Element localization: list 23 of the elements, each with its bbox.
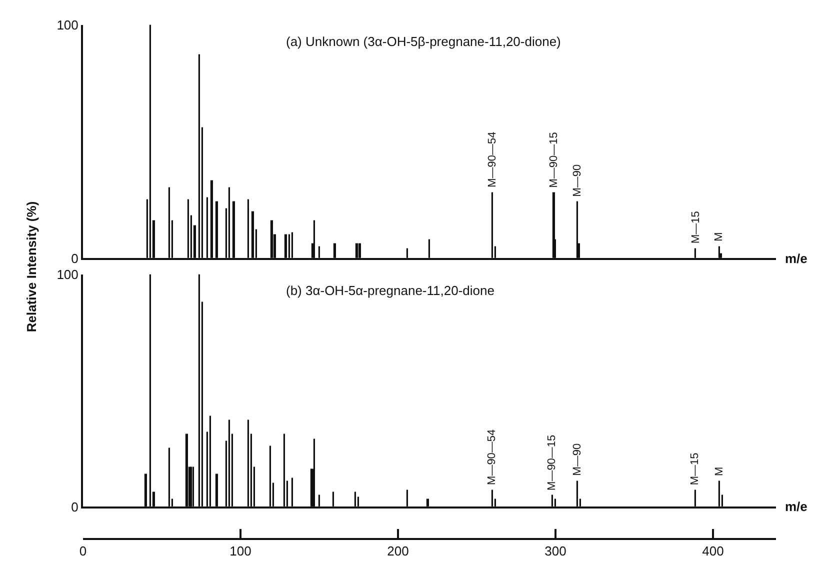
annotation: M—15	[689, 452, 702, 486]
text: (a) Unknown (3α-OH-5β-pregnane-11,20-dione)	[286, 34, 561, 49]
annotation: M—90—54	[486, 132, 499, 188]
annotation: M	[714, 466, 726, 476]
y-axis-title: Relative Intensity (%)	[24, 201, 39, 332]
annotation: M—90	[571, 443, 584, 476]
x-tick-label: 200	[387, 544, 409, 559]
x-axis-title: m/e	[785, 251, 808, 266]
annotation: M—90	[571, 164, 584, 197]
y-tick-label: 0	[71, 250, 78, 266]
text: (b) 3α-OH-5α-pregnane-11,20-dione	[286, 283, 494, 298]
annotation: M—90—15	[546, 434, 558, 490]
y-tick-label: 100	[56, 17, 78, 32]
x-tick-label: 100	[230, 544, 252, 559]
annotation: M	[713, 232, 726, 242]
x-tick-label: 300	[544, 544, 566, 559]
annotation: M—90—54	[486, 429, 498, 485]
annotation: M—15	[690, 211, 702, 244]
x-axis-title: m/e	[785, 499, 808, 514]
x-tick-label: 400	[702, 544, 724, 559]
annotation: M—90—15	[548, 132, 560, 188]
y-tick-label: 0	[71, 499, 78, 514]
y-tick-label: 100	[56, 266, 78, 282]
